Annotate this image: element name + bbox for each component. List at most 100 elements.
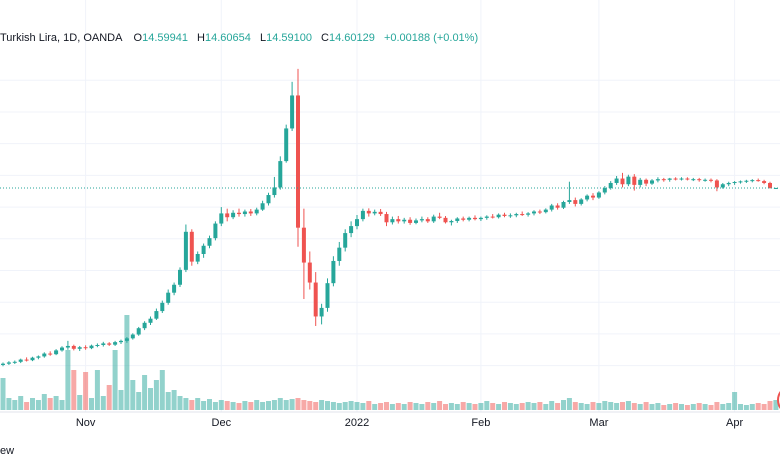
candle-body bbox=[65, 345, 70, 348]
volume-bar bbox=[59, 400, 65, 410]
alert-icon[interactable] bbox=[777, 386, 780, 414]
volume-bar bbox=[454, 404, 460, 410]
volume-bar bbox=[389, 404, 395, 410]
volume-bar bbox=[667, 404, 673, 410]
candle-body bbox=[83, 347, 88, 349]
volume-bar bbox=[236, 403, 242, 410]
volume-bar bbox=[260, 402, 266, 410]
candle-body bbox=[685, 178, 690, 180]
candle-body bbox=[449, 221, 454, 223]
volume-bar bbox=[637, 404, 643, 410]
volume-bar bbox=[608, 402, 614, 410]
volume-bar bbox=[614, 403, 620, 410]
candle-body bbox=[596, 192, 601, 198]
volume-bar bbox=[419, 404, 425, 410]
ohlc-value: 14.60129 bbox=[328, 32, 375, 44]
candle-body bbox=[726, 182, 731, 185]
volume-bar bbox=[12, 400, 18, 410]
candle-body bbox=[697, 179, 702, 181]
candle-body bbox=[54, 350, 59, 355]
candle-body bbox=[343, 233, 348, 248]
volume-bar bbox=[35, 400, 41, 410]
volume-bar bbox=[531, 403, 537, 410]
volume-bar bbox=[30, 398, 35, 410]
x-tick-label: Mar bbox=[589, 417, 608, 429]
volume-bar bbox=[507, 403, 513, 410]
candle-body bbox=[12, 361, 17, 363]
candle-body bbox=[48, 353, 53, 355]
candle-body bbox=[461, 218, 466, 220]
candle-body bbox=[744, 180, 749, 182]
candle-body bbox=[219, 213, 224, 224]
candle-body bbox=[366, 210, 371, 214]
candle-body bbox=[768, 182, 772, 189]
volume-bar bbox=[65, 350, 71, 410]
candle-body bbox=[738, 181, 743, 183]
volume-bar bbox=[89, 398, 94, 410]
volume-bar bbox=[271, 400, 277, 410]
volume-bar bbox=[18, 396, 24, 410]
volume-bar bbox=[71, 370, 77, 410]
candle-body bbox=[154, 311, 159, 319]
volume-bar bbox=[106, 385, 112, 410]
candle-body bbox=[532, 211, 536, 214]
volume-bar bbox=[148, 388, 153, 410]
candle-body bbox=[296, 95, 300, 228]
candle-body bbox=[325, 283, 330, 308]
volume-bar bbox=[348, 401, 354, 410]
candle-body bbox=[626, 176, 631, 185]
volume-bar bbox=[590, 402, 596, 410]
volume-bar bbox=[283, 400, 289, 410]
volume-bar bbox=[661, 405, 667, 410]
volume-bar bbox=[218, 400, 224, 410]
volume-bar bbox=[254, 400, 260, 410]
candle-body bbox=[679, 178, 684, 180]
volume-bar bbox=[679, 404, 684, 410]
candle-body bbox=[260, 203, 265, 210]
volume-bar bbox=[655, 403, 661, 410]
footer-text: ew bbox=[0, 445, 15, 457]
volume-bar bbox=[413, 403, 419, 410]
volume-bar bbox=[266, 401, 271, 410]
volume-bar bbox=[572, 402, 578, 410]
volume-bar bbox=[136, 392, 142, 410]
candle-body bbox=[667, 178, 672, 180]
candle-body bbox=[101, 343, 106, 345]
candle-body bbox=[585, 195, 590, 200]
candle-body bbox=[655, 179, 660, 181]
volume-bar bbox=[201, 401, 207, 410]
volume-bar bbox=[732, 392, 738, 410]
volume-bar bbox=[336, 403, 342, 410]
volume-bar bbox=[295, 398, 301, 410]
volume-bar bbox=[77, 395, 83, 410]
volume-bar bbox=[47, 398, 53, 410]
candle-body bbox=[602, 188, 607, 193]
candle-body bbox=[225, 213, 230, 218]
ohlc-value: 14.60654 bbox=[205, 32, 251, 44]
candle-body bbox=[514, 214, 519, 216]
candle-body bbox=[278, 161, 283, 188]
candle-body bbox=[1, 363, 5, 365]
candle-body bbox=[437, 216, 442, 218]
volume-bar bbox=[41, 394, 47, 410]
candle-body bbox=[207, 238, 212, 246]
volume-bar bbox=[330, 402, 336, 410]
candle-body bbox=[591, 195, 595, 198]
volume-bar bbox=[549, 401, 555, 410]
volume-bar bbox=[773, 400, 779, 410]
volume-bar bbox=[484, 401, 490, 410]
candle-body bbox=[124, 338, 129, 341]
volume-bar bbox=[407, 402, 413, 410]
candle-body bbox=[762, 181, 767, 183]
candle-body bbox=[419, 219, 424, 221]
candle-body bbox=[213, 223, 218, 239]
candle-body bbox=[237, 212, 241, 215]
volume-bar bbox=[448, 403, 454, 410]
candle-body bbox=[42, 353, 47, 357]
candle-body bbox=[579, 199, 584, 204]
volume-bar bbox=[496, 404, 502, 410]
volume-bar bbox=[425, 402, 431, 410]
volume-bar bbox=[714, 402, 720, 410]
